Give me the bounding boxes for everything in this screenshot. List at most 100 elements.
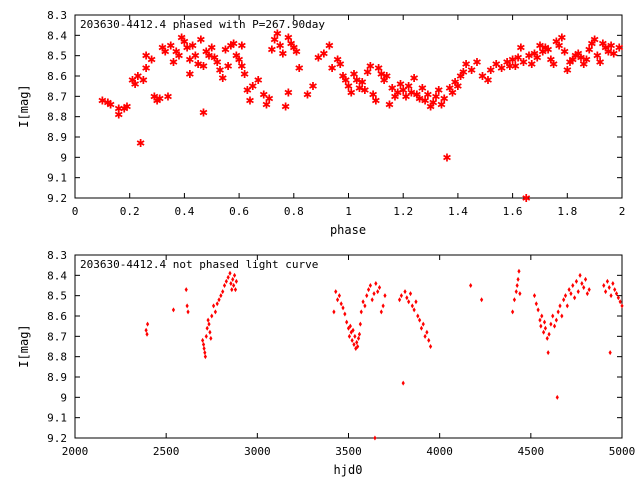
data-point bbox=[203, 354, 207, 360]
data-point bbox=[582, 285, 586, 291]
data-point bbox=[332, 309, 336, 315]
data-point: ✱ bbox=[587, 37, 596, 50]
data-point bbox=[217, 297, 221, 303]
data-point bbox=[514, 289, 518, 295]
data-point: ✱ bbox=[544, 44, 553, 57]
data-point bbox=[536, 307, 540, 313]
data-points: ✱✱✱✱✱✱✱✱✱✱✱✱✱✱✱✱✱✱✱✱✱✱✱✱✱✱✱✱✱✱✱✱✱✱✱✱✱✱✱✱… bbox=[98, 27, 624, 205]
y-tick-label: 9.1 bbox=[47, 412, 67, 425]
y-tick-label: 8.4 bbox=[47, 29, 67, 42]
data-point: ✱ bbox=[114, 103, 123, 116]
data-point bbox=[145, 331, 149, 337]
data-point: ✱ bbox=[163, 90, 172, 103]
data-point: ✱ bbox=[429, 96, 438, 109]
data-point: ✱ bbox=[467, 64, 476, 77]
data-point: ✱ bbox=[442, 151, 451, 164]
data-point: ✱ bbox=[483, 74, 492, 87]
data-point bbox=[587, 287, 591, 293]
data-point: ✱ bbox=[158, 42, 167, 55]
data-point: ✱ bbox=[451, 76, 460, 89]
data-point bbox=[358, 321, 362, 327]
data-point: ✱ bbox=[497, 62, 506, 75]
data-point: ✱ bbox=[166, 40, 175, 53]
data-point: ✱ bbox=[98, 94, 107, 107]
data-point: ✱ bbox=[131, 78, 140, 91]
data-point bbox=[410, 303, 414, 309]
data-point: ✱ bbox=[188, 40, 197, 53]
data-point bbox=[578, 272, 582, 278]
data-point: ✱ bbox=[152, 94, 161, 107]
data-point bbox=[339, 301, 343, 307]
data-point: ✱ bbox=[338, 70, 347, 83]
y-axis-title: I[mag] bbox=[17, 324, 31, 367]
data-point bbox=[546, 350, 550, 356]
data-point bbox=[350, 337, 354, 343]
data-point bbox=[186, 309, 190, 315]
data-point: ✱ bbox=[286, 37, 295, 50]
data-point bbox=[556, 309, 560, 315]
data-point bbox=[356, 344, 360, 349]
data-point bbox=[228, 270, 232, 276]
data-point: ✱ bbox=[472, 56, 481, 69]
data-point bbox=[373, 435, 377, 441]
data-point: ✱ bbox=[461, 58, 470, 71]
data-point: ✱ bbox=[576, 52, 585, 65]
data-point: ✱ bbox=[379, 74, 388, 87]
x-tick-label: 1.2 bbox=[393, 205, 413, 218]
y-tick-label: 8.5 bbox=[47, 50, 67, 63]
data-point: ✱ bbox=[284, 31, 293, 44]
data-point: ✱ bbox=[503, 56, 512, 69]
data-point bbox=[605, 278, 610, 284]
x-tick-label: 2000 bbox=[62, 445, 89, 458]
data-point bbox=[209, 335, 213, 341]
data-point: ✱ bbox=[347, 86, 356, 99]
data-point bbox=[399, 293, 403, 299]
data-point bbox=[511, 309, 515, 315]
data-point bbox=[558, 303, 562, 309]
data-point bbox=[549, 321, 553, 327]
data-point bbox=[552, 323, 557, 329]
data-point bbox=[576, 289, 580, 295]
data-point: ✱ bbox=[565, 56, 574, 69]
data-point bbox=[383, 293, 387, 299]
data-point bbox=[365, 293, 369, 299]
data-point bbox=[547, 331, 551, 337]
plot-title: 203630-4412.4 phased with P=267.90day bbox=[80, 18, 325, 31]
data-point bbox=[516, 276, 520, 282]
data-point: ✱ bbox=[333, 54, 342, 67]
data-point bbox=[204, 333, 208, 339]
x-axis-title: phase bbox=[330, 223, 366, 237]
data-point bbox=[348, 323, 352, 329]
data-point: ✱ bbox=[606, 40, 615, 53]
data-point: ✱ bbox=[303, 88, 312, 101]
data-point bbox=[211, 303, 216, 309]
data-point bbox=[562, 297, 566, 303]
data-point: ✱ bbox=[199, 107, 208, 120]
data-point bbox=[541, 329, 546, 335]
data-point: ✱ bbox=[549, 58, 558, 71]
data-point bbox=[368, 283, 372, 288]
data-point bbox=[407, 299, 411, 305]
data-point bbox=[608, 350, 612, 356]
data-point bbox=[602, 283, 606, 288]
data-point bbox=[480, 297, 484, 303]
axis-ticks: 2000 2500 3000 3500 4000 4500 5000 8.3 8.4 8.5 8.6… bbox=[47, 249, 635, 458]
x-tick-label: 0.8 bbox=[284, 205, 304, 218]
data-point: ✱ bbox=[486, 64, 495, 77]
data-point: ✱ bbox=[213, 56, 222, 69]
data-point: ✱ bbox=[585, 44, 594, 57]
x-axis-title: hjd0 bbox=[334, 463, 363, 477]
data-point: ✱ bbox=[453, 80, 462, 93]
data-point bbox=[614, 291, 619, 297]
data-point bbox=[343, 311, 347, 317]
data-point: ✱ bbox=[511, 60, 520, 73]
x-tick-label: 2500 bbox=[153, 445, 180, 458]
x-tick-label: 4500 bbox=[518, 445, 545, 458]
data-point: ✱ bbox=[437, 98, 446, 111]
data-point bbox=[538, 317, 542, 323]
data-point: ✱ bbox=[183, 42, 192, 55]
data-point bbox=[234, 278, 238, 284]
data-point: ✱ bbox=[245, 94, 254, 107]
data-point: ✱ bbox=[276, 40, 285, 53]
data-point bbox=[620, 303, 624, 309]
